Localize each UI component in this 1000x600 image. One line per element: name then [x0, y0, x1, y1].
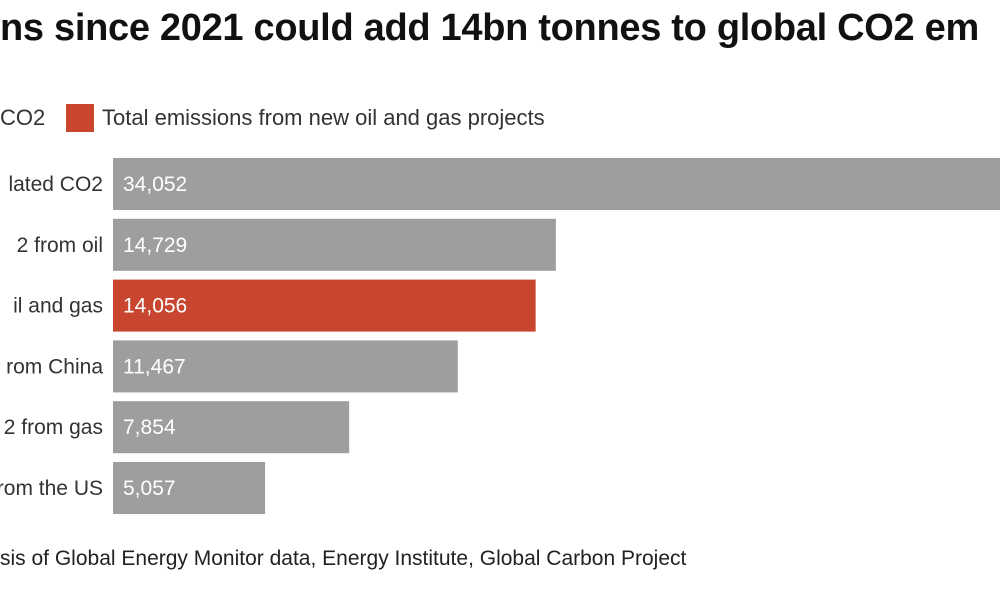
legend-label-co2: CO2 — [0, 105, 46, 130]
category-label-2: il and gas — [13, 295, 103, 318]
category-label-4: 2 from gas — [4, 416, 103, 439]
category-label-3: rom China — [6, 355, 103, 378]
bar-chart: lated CO2 34,052 2 from oil 14,729 il and ga… — [0, 158, 1000, 514]
value-label-1: 14,729 — [123, 234, 187, 257]
value-label-2: 14,056 — [123, 295, 187, 318]
category-label-1: 2 from oil — [17, 234, 103, 257]
bar-4 — [113, 401, 350, 454]
legend-swatch-new-oil-gas — [66, 104, 94, 132]
bar-3 — [113, 340, 458, 393]
legend-label-new-oil-gas: Total emissions from new oil and gas pro… — [102, 105, 545, 130]
bar-5 — [113, 462, 266, 514]
value-label-3: 11,467 — [123, 355, 186, 378]
value-label-4: 7,854 — [123, 416, 176, 439]
bar-2 — [113, 279, 536, 332]
legend-item-co2: CO2 — [0, 100, 45, 136]
bar-0 — [113, 158, 1000, 210]
value-label-0: 34,052 — [123, 173, 187, 196]
chart-title: ns since 2021 could add 14bn tonnes to g… — [0, 7, 979, 49]
category-label-0: lated CO2 — [8, 173, 103, 196]
category-label-5: rom the US — [0, 477, 103, 500]
bar-1 — [113, 218, 556, 271]
source-note: sis of Global Energy Monitor data, Energ… — [0, 547, 687, 570]
value-label-5: 5,057 — [123, 477, 176, 500]
